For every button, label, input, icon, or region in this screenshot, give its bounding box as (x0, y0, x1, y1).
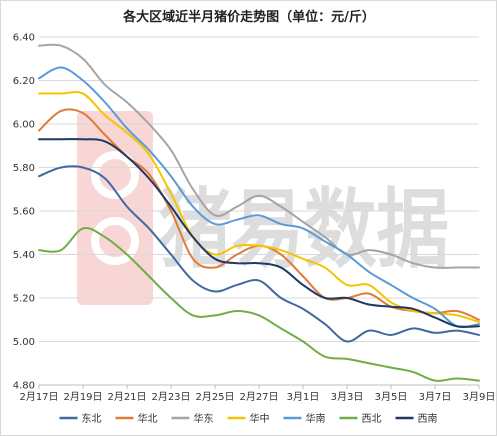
x-tick-label: 3月7日 (419, 391, 452, 403)
y-tick-label: 5.00 (13, 337, 35, 348)
y-tick-label: 6.00 (13, 120, 35, 131)
x-tick-label: 2月17日 (19, 391, 58, 403)
legend-label-4: 华南 (306, 412, 326, 425)
series-lines (38, 43, 480, 382)
legend-label-3: 华中 (250, 412, 270, 425)
x-tick-label: 2月25日 (195, 391, 234, 403)
series-line-6 (38, 138, 480, 328)
x-tick-label: 3月1日 (287, 391, 320, 403)
x-tick-label: 2月27日 (239, 391, 278, 403)
y-tick-label: 6.40 (13, 33, 35, 44)
watermark-logo-ring-upper (91, 151, 139, 199)
x-tick-label: 3月5日 (375, 391, 408, 403)
watermark-logo-block (77, 111, 153, 305)
series-line-2 (38, 43, 480, 269)
chart-title: 各大区域近半月猪价走势图（单位：元/斤） (122, 9, 375, 25)
series-line-3 (38, 90, 480, 323)
y-tick-label: 5.60 (13, 207, 35, 218)
legend-label-0: 东北 (82, 412, 102, 425)
y-tick-label: 5.40 (13, 250, 35, 261)
gridlines (39, 36, 479, 386)
legend-label-6: 西南 (418, 412, 438, 425)
x-axis: 2月17日 2月19日 2月21日 2月23日 2月25日 2月27日 3月1日 3月3日 3月… (19, 385, 495, 403)
legend-label-2: 华东 (194, 412, 214, 425)
x-tick-label: 3月3日 (331, 391, 364, 403)
x-tick-label: 3月9日 (463, 391, 496, 403)
watermark-text: 猪易数据 (159, 180, 449, 280)
y-tick-label: 4.80 (13, 381, 35, 392)
y-tick-label: 6.20 (13, 76, 35, 87)
y-axis: 4.80 5.00 5.20 5.40 5.60 5.80 6.00 6.20 6.40 (13, 33, 35, 392)
legend-label-5: 西北 (362, 413, 382, 425)
x-tick-label: 2月19日 (63, 391, 102, 403)
x-tick-label: 2月21日 (107, 391, 146, 403)
series-line-5 (38, 226, 480, 382)
legend-label-1: 华北 (138, 412, 158, 425)
y-tick-label: 5.20 (13, 294, 35, 305)
x-tick-label: 2月23日 (151, 391, 190, 403)
watermark-logo: 猪易数据 (77, 111, 449, 305)
watermark-logo-ring-lower (91, 217, 139, 265)
series-line-0 (38, 165, 480, 343)
legend: 东北 华北 华东 华中 华南 西北 西南 (59, 412, 438, 425)
y-tick-label: 5.80 (13, 163, 35, 174)
series-line-4 (38, 66, 480, 329)
